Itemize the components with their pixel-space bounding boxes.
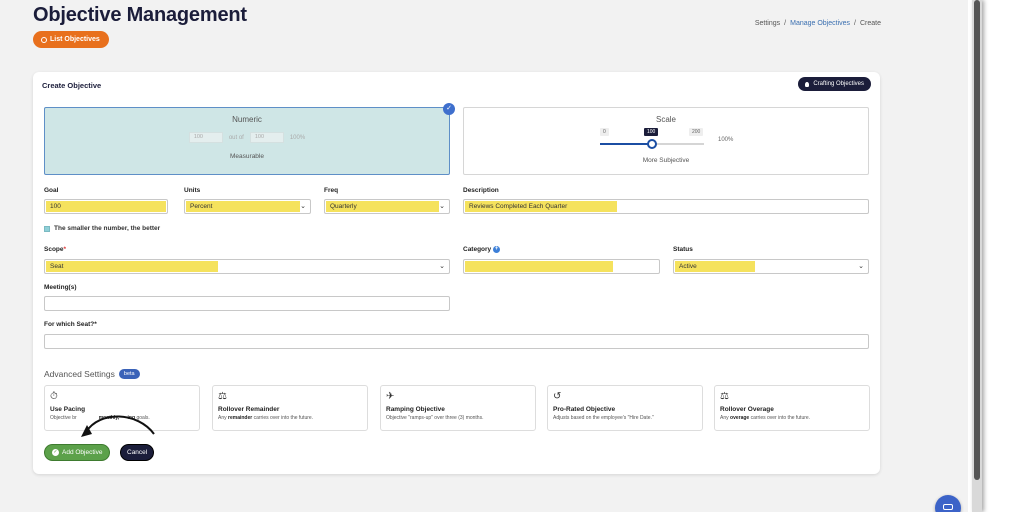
scale-slider-handle[interactable] — [647, 139, 657, 149]
selected-check-icon: ✓ — [443, 103, 455, 115]
crafting-objectives-label: Crafting Objectives — [813, 81, 864, 87]
scale-max-label: 200 — [689, 128, 704, 136]
numeric-type-option[interactable]: Numeric 100 out of 100 100% Measurable — [44, 107, 450, 175]
create-objective-card: Create Objective Crafting Objectives Num… — [33, 72, 880, 474]
crafting-objectives-button[interactable]: Crafting Objectives — [798, 77, 871, 91]
scale-track-fill — [600, 143, 652, 145]
scale-title: Scale — [655, 115, 676, 124]
adv-card-name: Use Pacing — [50, 406, 86, 413]
scale-min-label: 0 — [600, 128, 609, 136]
meetings-label: Meeting(s) — [44, 284, 77, 291]
add-category-icon[interactable]: + — [493, 246, 501, 253]
scope-label: Scope* — [44, 246, 67, 253]
advanced-settings-label: Advanced Settings — [44, 369, 115, 379]
adv-card-rollover-remainder[interactable]: ⚖ Rollover Remainder Any remainder carri… — [212, 385, 368, 431]
scale-type-option[interactable]: Scale 0 100 200 100% More Subjective — [463, 107, 869, 175]
plane-icon: ✈ — [386, 391, 395, 402]
scale-slider[interactable]: 0 100 200 — [600, 128, 704, 158]
status-value: Active — [675, 261, 755, 272]
status-label: Status — [673, 246, 693, 253]
floating-chat-button[interactable] — [935, 495, 961, 512]
description-input[interactable]: Reviews Completed Each Quarter — [463, 199, 869, 214]
scope-value: Seat — [46, 261, 218, 272]
adv-card-rollover-overage[interactable]: ⚖ Rollover Overage Any overage carries o… — [714, 385, 870, 431]
adv-card-name: Pro-Rated Objective — [553, 406, 616, 413]
check-circle-icon: ✓ — [52, 449, 59, 456]
adv-card-desc: Any overage carries over into the future… — [720, 415, 811, 421]
list-objectives-label: List Objectives — [50, 36, 100, 43]
robot-icon — [943, 504, 953, 510]
scale-icon: ⚖ — [720, 391, 729, 402]
numeric-percent: 100% — [289, 134, 306, 141]
smaller-better-checkbox[interactable] — [44, 225, 50, 232]
card-title: Create Objective — [42, 81, 102, 90]
goal-label: Goal — [44, 187, 59, 194]
scale-value-label: 100 — [644, 128, 659, 136]
scope-select[interactable]: Seat ⌄ — [44, 259, 450, 274]
scrollbar-thumb[interactable] — [974, 0, 980, 480]
page-title: Objective Management — [33, 4, 247, 26]
adv-card-name: Rollover Overage — [720, 406, 774, 413]
category-value — [465, 261, 613, 272]
seat-input[interactable] — [44, 334, 869, 349]
numeric-subtitle: Measurable — [230, 153, 264, 160]
numeric-title: Numeric — [232, 115, 262, 124]
chevron-down-icon: ⌄ — [439, 203, 445, 210]
adv-card-ramping-objective[interactable]: ✈ Ramping Objective Objective "ramps-up"… — [380, 385, 536, 431]
description-label: Description — [463, 187, 499, 194]
adv-card-desc: Adjusts based on the employee's "Hire Da… — [553, 415, 654, 421]
chevron-down-icon: ⌄ — [300, 203, 306, 210]
breadcrumb-create: Create — [859, 20, 881, 27]
freq-label: Freq — [324, 187, 339, 194]
add-objective-button[interactable]: ✓ Add Objective — [44, 444, 111, 461]
units-select[interactable]: Percent ⌄ — [184, 199, 311, 214]
category-label: Category + — [463, 246, 501, 254]
breadcrumb-settings[interactable]: Settings — [754, 20, 781, 27]
adv-card-pro-rated-objective[interactable]: ↺ Pro-Rated Objective Adjusts based on t… — [547, 385, 703, 431]
add-objective-label: Add Objective — [62, 449, 103, 456]
chevron-down-icon: ⌄ — [439, 263, 445, 270]
category-input[interactable] — [463, 259, 660, 274]
adv-card-name: Ramping Objective — [386, 406, 445, 413]
history-icon: ↺ — [553, 391, 562, 402]
list-icon — [41, 36, 47, 43]
status-select[interactable]: Active ⌄ — [673, 259, 869, 274]
numeric-max-input[interactable]: 100 — [249, 132, 284, 143]
adv-card-desc: Objective "ramps-up" over three (3) mont… — [386, 415, 484, 421]
adv-card-name: Rollover Remainder — [218, 406, 280, 413]
chevron-down-icon: ⌄ — [858, 263, 864, 270]
stopwatch-icon: ⏱ — [50, 391, 58, 402]
numeric-min-input[interactable]: 100 — [188, 132, 223, 143]
description-value: Reviews Completed Each Quarter — [465, 201, 617, 212]
adv-card-desc: Any remainder carries over into the futu… — [218, 415, 314, 421]
beta-badge: beta — [118, 369, 140, 379]
smaller-better-label: The smaller the number, the better — [54, 225, 161, 232]
breadcrumb-manage-objectives[interactable]: Manage Objectives — [790, 20, 851, 27]
list-objectives-button[interactable]: List Objectives — [33, 31, 109, 48]
goal-value: 100 — [46, 201, 166, 212]
annotation-arrow-icon — [81, 415, 155, 437]
cancel-button[interactable]: Cancel — [120, 444, 155, 461]
meetings-input[interactable] — [44, 296, 450, 311]
scale-subtitle: More Subjective — [642, 157, 690, 164]
goal-input[interactable]: 100 — [44, 199, 168, 214]
lightbulb-icon — [805, 81, 810, 87]
numeric-inputs-row: 100 out of 100 100% — [45, 132, 449, 143]
freq-value: Quarterly — [326, 201, 439, 212]
scale-icon: ⚖ — [218, 391, 227, 402]
advanced-settings-title: Advanced Settings beta — [44, 369, 140, 379]
smaller-better-row[interactable]: The smaller the number, the better — [44, 225, 160, 232]
scale-percent: 100% — [718, 137, 734, 143]
freq-select[interactable]: Quarterly ⌄ — [324, 199, 450, 214]
out-of-label: out of — [228, 134, 244, 141]
units-value: Percent — [186, 201, 300, 212]
breadcrumb: Settings / Manage Objectives / Create — [754, 20, 881, 27]
units-label: Units — [184, 187, 201, 194]
seat-label: For which Seat?* — [44, 321, 97, 328]
